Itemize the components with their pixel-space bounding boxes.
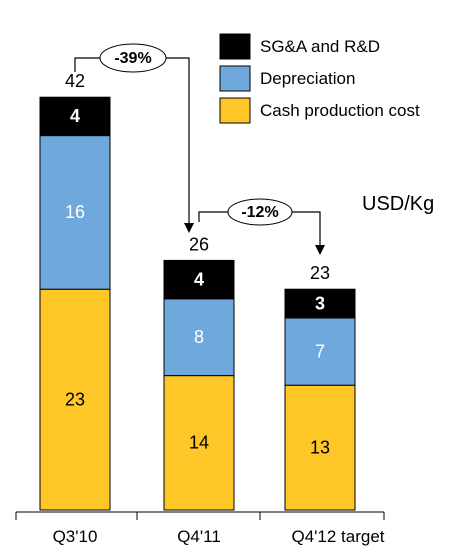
legend-swatch (219, 65, 251, 92)
legend-label: Cash production cost (260, 101, 420, 120)
category-label: Q3'10 (53, 527, 98, 546)
segment-value-label: 13 (310, 437, 330, 457)
legend: SG&A and R&D Depreciation Cash production … (219, 33, 420, 124)
legend-entry: SG&A and R&D (219, 33, 380, 60)
legend-swatch (219, 97, 251, 124)
category-label: Q4'11 (177, 527, 221, 546)
x-axis: Q3'10 Q4'11 Q4'12 target (15, 511, 385, 546)
total-label: 42 (65, 71, 85, 91)
segment-value-label: 3 (315, 293, 325, 313)
segment-value-label: 16 (65, 202, 85, 222)
change-bubble (227, 198, 293, 226)
unit-label: USD/Kg (362, 193, 434, 215)
bar-segment (163, 298, 235, 377)
bar-segment (39, 135, 111, 290)
segment-value-label: 8 (194, 327, 204, 347)
total-label: 23 (310, 263, 330, 283)
change-label: -39% (114, 50, 151, 67)
change-annotation: -39% (74, 43, 194, 233)
change-annotations: -39% -12% (74, 43, 325, 255)
bar-segment (284, 384, 356, 511)
change-annotation: -12% (198, 198, 325, 255)
bar-segment (163, 259, 235, 300)
bar-segment (163, 375, 235, 511)
bar-stack: 14 8 4 26 (163, 234, 235, 511)
legend-swatch (219, 33, 251, 60)
segment-value-label: 4 (194, 269, 204, 289)
legend-label: Depreciation (260, 69, 355, 88)
bars-layer: 23 16 4 42 14 8 4 26 13 7 3 23 (39, 71, 356, 511)
segment-value-label: 14 (189, 433, 209, 453)
legend-entry: Cash production cost (219, 97, 420, 124)
bar-segment (39, 288, 111, 511)
segment-value-label: 4 (70, 106, 80, 126)
bar-stack: 23 16 4 42 (39, 71, 111, 511)
category-label: Q4'12 target (291, 527, 384, 546)
change-label: -12% (241, 204, 278, 221)
legend-entry: Depreciation (219, 65, 355, 92)
bar-segment (39, 96, 111, 137)
bar-segment (284, 317, 356, 386)
bar-stack: 13 7 3 23 (284, 263, 356, 511)
segment-value-label: 23 (65, 389, 85, 409)
bar-segment (284, 288, 356, 319)
total-label: 26 (189, 234, 209, 254)
change-bubble (99, 43, 167, 73)
segment-value-label: 7 (315, 341, 325, 361)
legend-label: SG&A and R&D (260, 37, 380, 56)
